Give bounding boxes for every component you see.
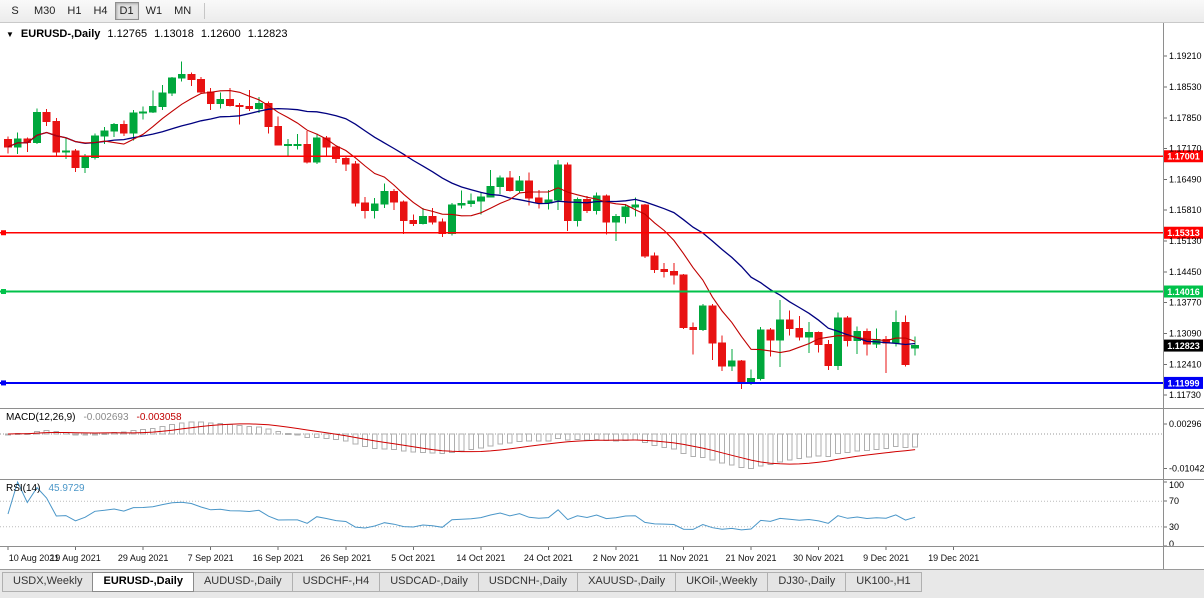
svg-text:1.12410: 1.12410 <box>1169 359 1202 369</box>
toolbar-divider <box>204 3 206 19</box>
hline-1-11999[interactable]: 1.11999 <box>0 376 1203 389</box>
svg-text:1.17850: 1.17850 <box>1169 113 1202 123</box>
tab-ukoil-weekly[interactable]: UKOil-,Weekly <box>675 572 769 592</box>
timeframe-m30[interactable]: M30 <box>29 2 60 20</box>
tab-uk100-h1[interactable]: UK100-,H1 <box>845 572 922 592</box>
svg-text:19 Dec 2021: 19 Dec 2021 <box>928 553 979 563</box>
svg-text:1.19210: 1.19210 <box>1169 51 1202 61</box>
svg-text:70: 70 <box>1169 496 1179 506</box>
svg-text:30: 30 <box>1169 522 1179 532</box>
svg-text:0.00296: 0.00296 <box>1169 419 1202 429</box>
ma-slow-line <box>7 107 916 346</box>
svg-text:29 Aug 2021: 29 Aug 2021 <box>118 553 169 563</box>
svg-text:9 Dec 2021: 9 Dec 2021 <box>863 553 909 563</box>
tab-audusd-daily[interactable]: AUDUSD-,Daily <box>192 572 293 592</box>
timeframe-h4[interactable]: H4 <box>88 2 112 20</box>
chart-area: 1.17001 1.15313 1.14016 1.11999 1.19210 1.185… <box>0 23 1204 569</box>
tab-xauusd-daily[interactable]: XAUUSD-,Daily <box>577 572 677 592</box>
hline-1-14016[interactable]: 1.14016 <box>0 285 1203 298</box>
price-axis: 1.19210 1.18530 1.17850 1.17170 1.16490 1.158… <box>1163 51 1202 400</box>
tab-usdx-weekly[interactable]: USDX,Weekly <box>2 572 94 592</box>
svg-text:24 Oct 2021: 24 Oct 2021 <box>524 553 573 563</box>
hline-1-15313[interactable]: 1.15313 <box>0 226 1203 239</box>
svg-text:1.15810: 1.15810 <box>1169 205 1202 215</box>
svg-text:1.14016: 1.14016 <box>1167 287 1200 297</box>
svg-text:7 Sep 2021: 7 Sep 2021 <box>188 553 234 563</box>
tab-dj30-daily[interactable]: DJ30-,Daily <box>767 572 847 592</box>
chart-tabbar: USDX,Weekly EURUSD-,Daily AUDUSD-,Daily USD… <box>0 569 1204 598</box>
svg-text:1.17170: 1.17170 <box>1169 144 1202 154</box>
svg-text:100: 100 <box>1169 480 1184 490</box>
svg-text:11 Nov 2021: 11 Nov 2021 <box>658 553 708 563</box>
tab-usdcad-daily[interactable]: USDCAD-,Daily <box>379 572 479 592</box>
timeframe-h1[interactable]: H1 <box>62 2 86 20</box>
svg-text:16 Sep 2021: 16 Sep 2021 <box>253 553 304 563</box>
timeframe-mn[interactable]: MN <box>169 2 196 20</box>
tab-usdcnh-daily[interactable]: USDCNH-,Daily <box>477 572 579 592</box>
timeframe-w1[interactable]: W1 <box>141 2 168 20</box>
svg-text:1.14450: 1.14450 <box>1169 267 1202 277</box>
svg-text:30 Nov 2021: 30 Nov 2021 <box>793 553 844 563</box>
tab-usdchf-h4[interactable]: USDCHF-,H4 <box>291 572 381 592</box>
hline-1-17001[interactable]: 1.17001 <box>0 150 1203 163</box>
svg-text:26 Sep 2021: 26 Sep 2021 <box>320 553 371 563</box>
chart-canvas[interactable]: 1.17001 1.15313 1.14016 1.11999 1.19210 1.185… <box>0 23 1204 569</box>
svg-text:5 Oct 2021: 5 Oct 2021 <box>391 553 435 563</box>
chart-background <box>0 23 1204 569</box>
svg-text:-0.01042: -0.01042 <box>1169 464 1204 474</box>
svg-text:1.11999: 1.11999 <box>1167 378 1199 388</box>
svg-text:0: 0 <box>1169 539 1174 549</box>
svg-text:1.15313: 1.15313 <box>1167 228 1200 238</box>
svg-text:1.17001: 1.17001 <box>1167 152 1200 162</box>
timeframe-d1[interactable]: D1 <box>114 2 139 20</box>
svg-text:1.13090: 1.13090 <box>1169 328 1202 338</box>
svg-text:14 Oct 2021: 14 Oct 2021 <box>456 553 505 563</box>
macd-signal-line <box>7 423 916 465</box>
svg-text:2 Nov 2021: 2 Nov 2021 <box>593 553 639 563</box>
timeframe-s[interactable]: S <box>3 2 27 20</box>
ma-fast-line <box>7 90 916 354</box>
svg-text:10 Aug 2021: 10 Aug 2021 <box>9 553 60 563</box>
svg-text:1.15130: 1.15130 <box>1169 236 1202 246</box>
svg-text:1.11730: 1.11730 <box>1169 390 1201 400</box>
timeframe-toolbar: S M30 H1 H4 D1 W1 MN <box>0 0 1204 23</box>
svg-text:19 Aug 2021: 19 Aug 2021 <box>50 553 101 563</box>
tab-eurusd-daily[interactable]: EURUSD-,Daily <box>92 572 194 592</box>
svg-text:21 Nov 2021: 21 Nov 2021 <box>726 553 777 563</box>
rsi-line <box>7 480 916 531</box>
svg-text:1.18530: 1.18530 <box>1169 82 1202 92</box>
current-price-label: 1.12823 <box>1164 339 1203 352</box>
svg-text:1.16490: 1.16490 <box>1169 174 1202 184</box>
svg-text:1.13770: 1.13770 <box>1169 298 1202 308</box>
svg-text:1.12823: 1.12823 <box>1167 341 1200 351</box>
